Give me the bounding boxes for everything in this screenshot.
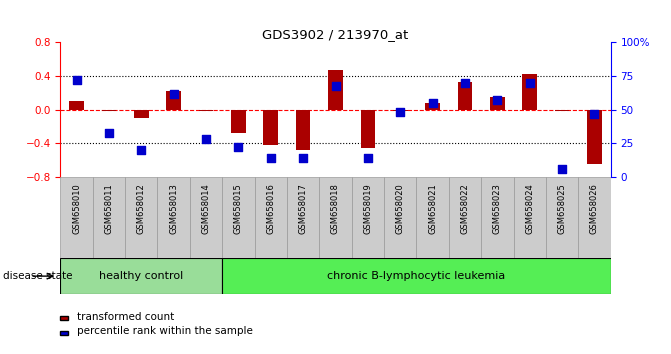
FancyBboxPatch shape	[254, 177, 287, 258]
Point	[298, 155, 309, 161]
Point	[201, 137, 211, 142]
Point	[136, 147, 147, 153]
FancyBboxPatch shape	[60, 316, 68, 320]
FancyBboxPatch shape	[60, 177, 93, 258]
Bar	[231, 110, 246, 133]
Bar	[69, 101, 84, 110]
Text: GSM658019: GSM658019	[364, 183, 372, 234]
Point	[427, 100, 438, 106]
Bar	[490, 97, 505, 110]
Text: disease state: disease state	[3, 271, 73, 281]
Text: GSM658014: GSM658014	[201, 183, 211, 234]
FancyBboxPatch shape	[352, 177, 384, 258]
FancyBboxPatch shape	[417, 177, 449, 258]
Text: GSM658010: GSM658010	[72, 183, 81, 234]
Bar	[296, 110, 311, 150]
Point	[266, 155, 276, 161]
Text: GSM658023: GSM658023	[493, 183, 502, 234]
Point	[492, 97, 503, 103]
FancyBboxPatch shape	[60, 331, 68, 335]
Bar	[393, 110, 407, 112]
Text: GSM658013: GSM658013	[169, 183, 178, 234]
Text: GSM658012: GSM658012	[137, 183, 146, 234]
FancyBboxPatch shape	[287, 177, 319, 258]
Text: chronic B-lymphocytic leukemia: chronic B-lymphocytic leukemia	[327, 271, 505, 281]
Bar	[587, 110, 602, 164]
FancyBboxPatch shape	[222, 258, 611, 294]
Point	[233, 144, 244, 150]
Text: transformed count: transformed count	[77, 312, 174, 322]
FancyBboxPatch shape	[384, 177, 417, 258]
Point	[103, 130, 114, 136]
FancyBboxPatch shape	[125, 177, 158, 258]
Text: GSM658011: GSM658011	[105, 183, 113, 234]
Text: GSM658018: GSM658018	[331, 183, 340, 234]
Bar	[458, 82, 472, 110]
Text: GSM658017: GSM658017	[299, 183, 307, 234]
Text: GSM658021: GSM658021	[428, 183, 437, 234]
Text: GSM658020: GSM658020	[396, 183, 405, 234]
Bar	[425, 103, 440, 110]
Text: GSM658016: GSM658016	[266, 183, 275, 234]
FancyBboxPatch shape	[60, 258, 222, 294]
Text: GSM658026: GSM658026	[590, 183, 599, 234]
Text: GSM658015: GSM658015	[234, 183, 243, 234]
FancyBboxPatch shape	[578, 177, 611, 258]
Bar	[328, 70, 343, 110]
Point	[71, 77, 82, 83]
Text: GSM658025: GSM658025	[558, 183, 566, 234]
Point	[330, 83, 341, 88]
Point	[589, 111, 600, 116]
Bar	[102, 110, 116, 112]
Bar	[523, 74, 537, 110]
FancyBboxPatch shape	[158, 177, 190, 258]
Point	[362, 155, 373, 161]
FancyBboxPatch shape	[449, 177, 481, 258]
Text: GSM658022: GSM658022	[460, 183, 470, 234]
Point	[168, 91, 179, 96]
FancyBboxPatch shape	[319, 177, 352, 258]
Bar	[264, 110, 278, 145]
Point	[395, 110, 405, 115]
Point	[557, 166, 568, 172]
Point	[460, 80, 470, 86]
FancyBboxPatch shape	[190, 177, 222, 258]
Bar	[134, 110, 148, 118]
Text: percentile rank within the sample: percentile rank within the sample	[77, 326, 253, 336]
Text: healthy control: healthy control	[99, 271, 183, 281]
Title: GDS3902 / 213970_at: GDS3902 / 213970_at	[262, 28, 409, 41]
Bar	[360, 110, 375, 148]
FancyBboxPatch shape	[546, 177, 578, 258]
Point	[524, 80, 535, 86]
FancyBboxPatch shape	[222, 177, 254, 258]
Bar	[166, 91, 181, 110]
FancyBboxPatch shape	[513, 177, 546, 258]
Text: GSM658024: GSM658024	[525, 183, 534, 234]
FancyBboxPatch shape	[93, 177, 125, 258]
FancyBboxPatch shape	[481, 177, 513, 258]
